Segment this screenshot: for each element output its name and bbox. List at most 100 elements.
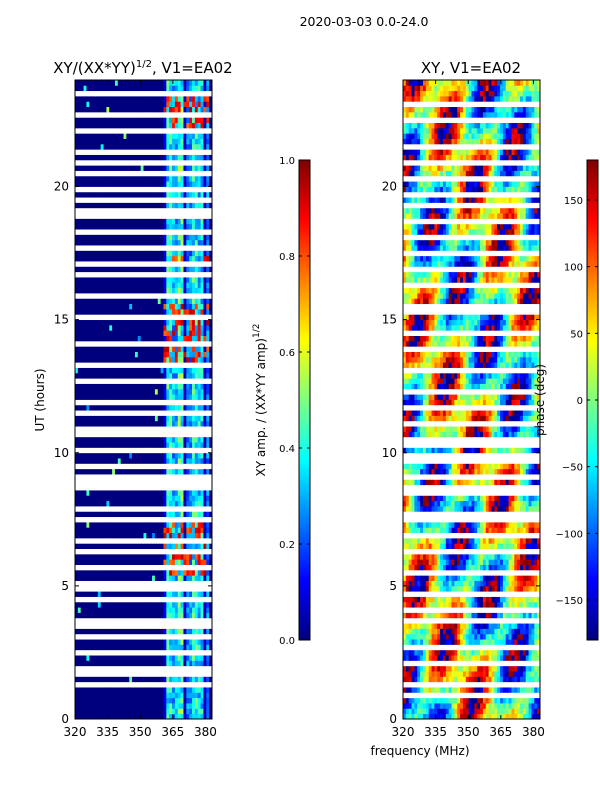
heatmap-cell [75,665,79,672]
heatmap-cell [194,261,199,267]
heatmap-cell [209,644,212,651]
heatmap-cell [97,591,102,597]
heatmap-cell [174,484,179,491]
heatmap-cell [134,676,139,683]
heatmap-cell [86,708,90,715]
heatmap-cell [186,213,190,219]
heatmap-cell [183,564,187,571]
heatmap-cell [166,692,170,699]
heatmap-cell [100,314,104,321]
heatmap-cell [206,655,210,661]
heatmap-cell [140,628,144,635]
heatmap-cell [166,585,170,592]
heatmap-cell [92,197,96,203]
heatmap-cell [183,287,187,294]
heatmap-cell [86,234,90,241]
heatmap-cell [86,420,90,427]
heatmap-cell [83,511,87,518]
heatmap-cell [75,426,79,432]
heatmap-cell [157,340,162,347]
heatmap-cell [94,681,99,688]
heatmap-cell [134,553,139,560]
heatmap-cell [75,559,79,565]
heatmap-cell [149,298,153,305]
heatmap-cell [157,601,162,608]
heatmap-cell [123,314,127,321]
heatmap-cell [83,330,87,336]
heatmap-cell [94,181,99,187]
heatmap-cell [97,170,102,177]
heatmap-cell [200,431,204,438]
heatmap-cell [146,213,150,219]
heatmap-cell [123,218,127,225]
heatmap-cell [177,463,181,470]
heatmap-cell [169,548,173,555]
heatmap-cell [203,681,207,688]
heatmap-cell [197,516,201,523]
heatmap-cell [100,420,104,427]
heatmap-cell [77,543,82,549]
heatmap-cell [106,527,110,534]
heatmap-cell [83,165,87,171]
heatmap-cell [109,703,113,709]
heatmap-cell [114,591,119,597]
heatmap-cell [94,346,99,352]
heatmap-cell [77,165,82,171]
heatmap-cell [177,404,181,411]
heatmap-cell [209,191,212,198]
heatmap-cell [169,543,173,549]
heatmap-cell [89,367,93,374]
heatmap-cell [189,644,193,651]
heatmap-cell [106,245,110,251]
heatmap-cell [109,532,113,539]
heatmap-cell [89,692,93,699]
heatmap-cell [83,245,87,251]
heatmap-cell [183,596,187,603]
heatmap-cell [200,351,204,358]
heatmap-cell [152,559,156,565]
heatmap-cell [206,708,210,715]
heatmap-cell [152,346,156,352]
heatmap-cell [143,308,147,315]
heatmap-cell [132,639,136,645]
heatmap-cell [92,319,96,326]
heatmap-cell [112,692,116,699]
heatmap-cell [132,617,136,624]
heatmap-cell [157,521,162,528]
heatmap-cell [97,314,102,321]
heatmap-cell [77,639,82,645]
heatmap-cell [152,410,156,416]
heatmap-cell [126,202,130,209]
heatmap-cell [157,271,162,278]
heatmap-cell [172,181,176,187]
heatmap-cell [103,543,107,549]
heatmap-cell [126,420,130,427]
heatmap-cell [75,484,79,491]
heatmap-cell [200,287,204,294]
heatmap-cell [134,191,139,198]
heatmap-cell [146,580,150,587]
heatmap-cell [86,500,90,507]
heatmap-cell [194,639,199,645]
heatmap-cell [117,447,122,454]
heatmap-cell [172,335,176,342]
heatmap-cell [103,218,107,225]
heatmap-cell [154,463,159,470]
heatmap-cell [152,340,156,347]
heatmap-cell [157,596,162,603]
heatmap-cell [117,170,122,177]
heatmap-cell [166,399,170,406]
heatmap-cell [117,506,122,512]
heatmap-cell [137,282,142,289]
heatmap-cell [143,351,147,358]
heatmap-cell [200,649,204,656]
heatmap-cell [80,266,84,273]
heatmap-cell [97,234,102,241]
heatmap-cell [89,223,93,230]
heatmap-cell [80,500,84,507]
heatmap-cell [192,468,196,475]
heatmap-cell [112,213,116,219]
heatmap-cell [166,426,170,432]
heatmap-cell [154,623,159,629]
heatmap-cell [80,649,84,656]
